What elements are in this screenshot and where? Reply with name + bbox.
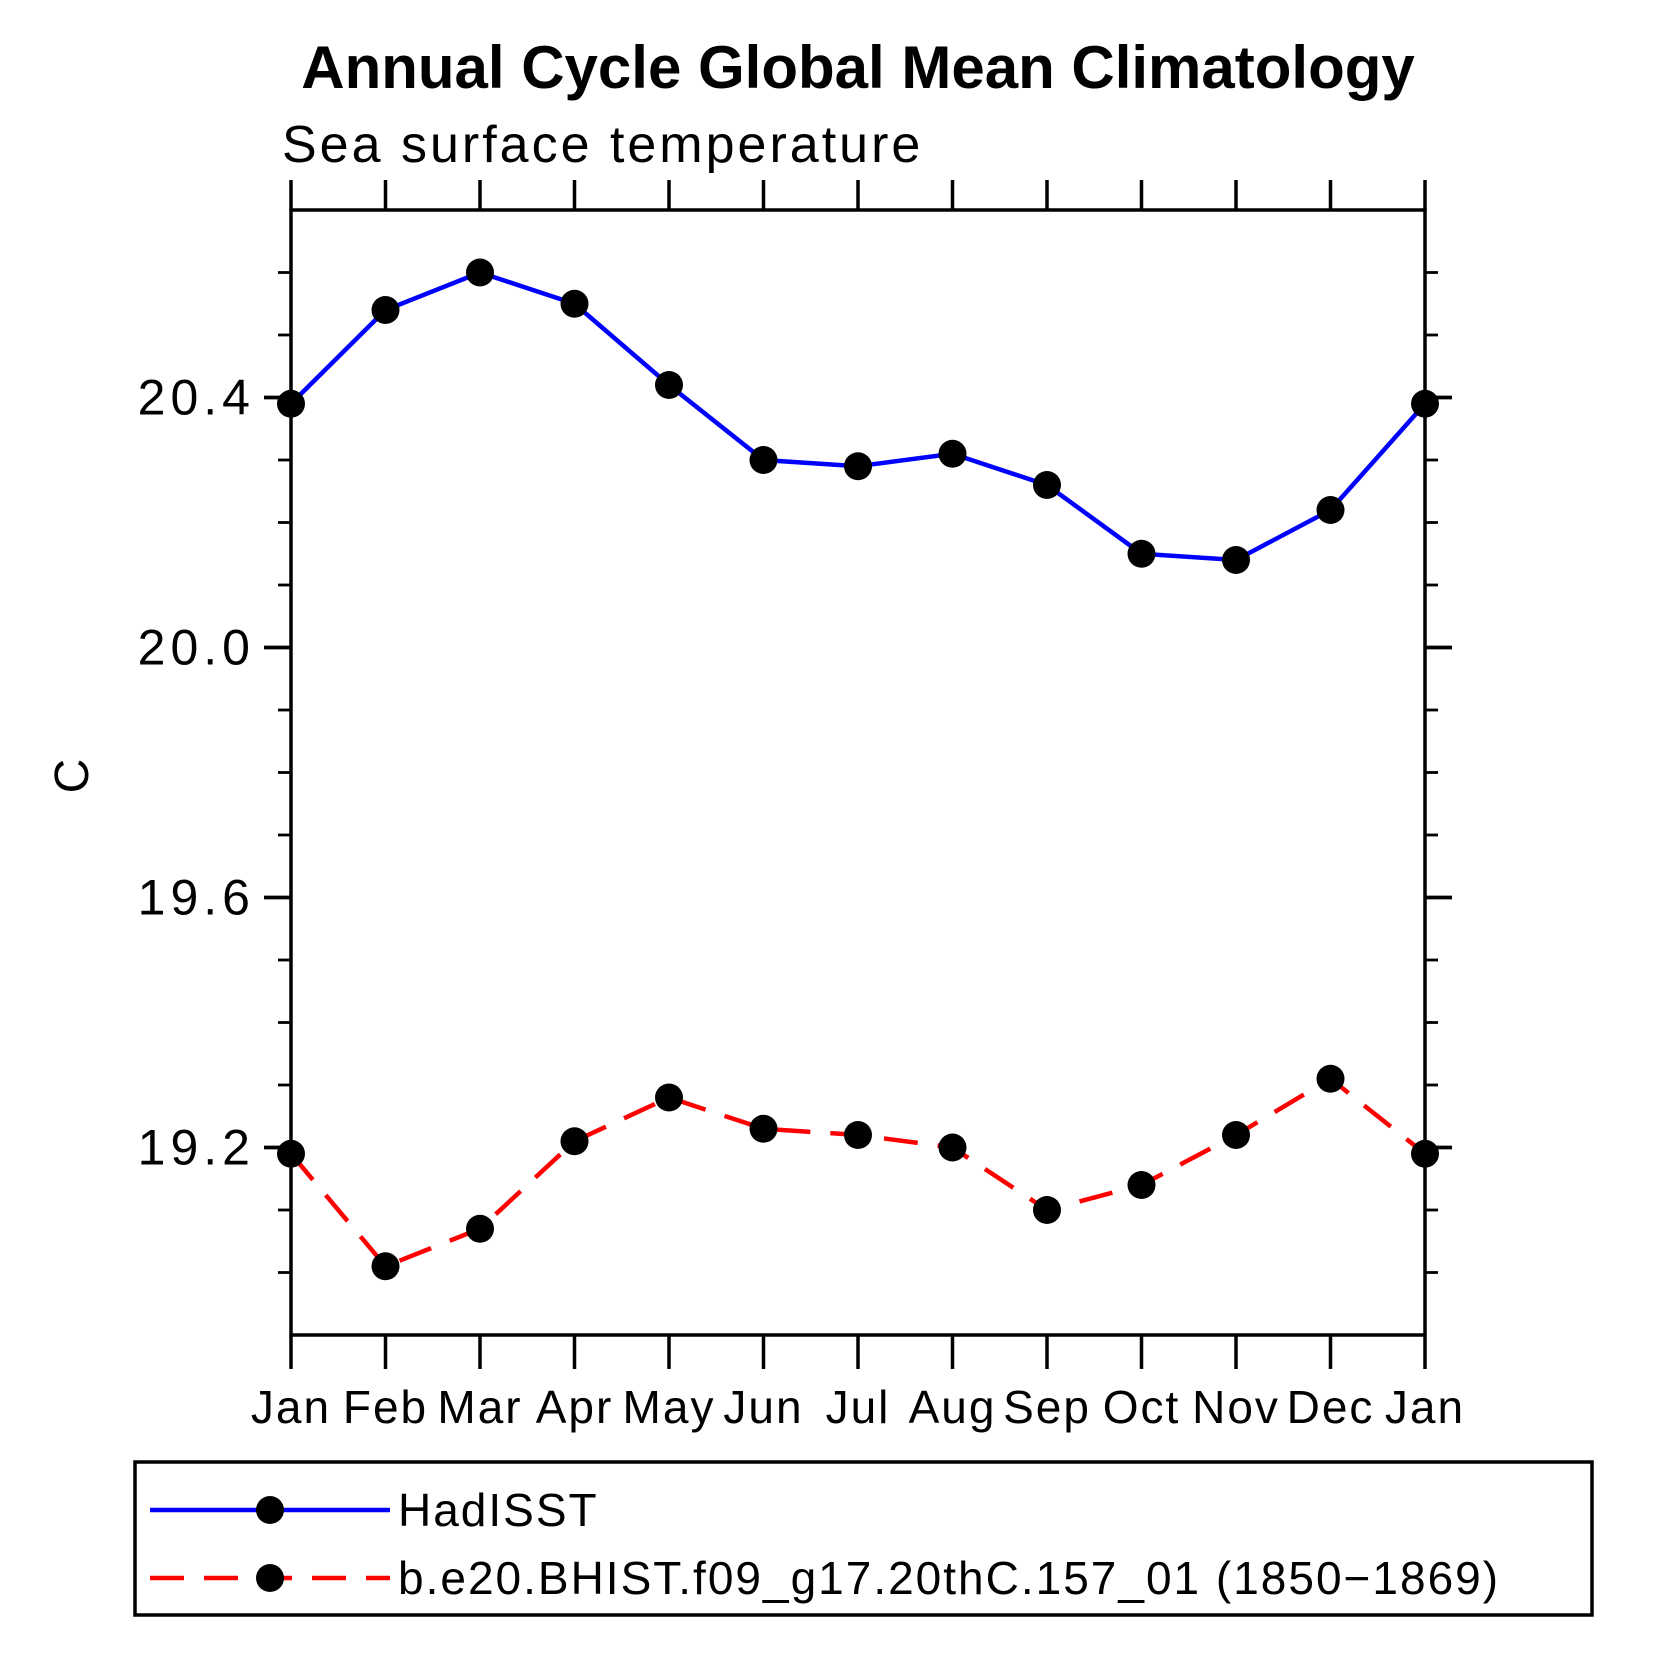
y-tick-label: 20.4 [138,370,255,426]
data-point-marker [466,258,494,287]
data-point-marker [1033,1196,1061,1224]
chart-subtitle: Sea surface temperature [282,116,923,174]
y-tick-label: 20.0 [138,620,255,676]
data-point-marker [1411,389,1439,418]
data-point-marker [938,1133,967,1162]
x-tick-label: Jan [251,1381,331,1433]
data-point-marker [749,1114,778,1143]
data-point-marker [1222,1121,1250,1149]
x-tick-label: Aug [909,1381,997,1433]
legend-marker [256,1564,284,1592]
chart-title: Annual Cycle Global Mean Climatology [301,34,1415,101]
x-tick-label: Dec [1287,1381,1375,1433]
data-point-marker [749,446,778,474]
plot-frame [289,208,1427,1337]
data-point-marker [1033,471,1061,499]
x-tick-label: Jul [826,1381,891,1433]
data-point-marker [938,439,967,468]
legend-box: HadISST b.e20.BHIST.f09_g17.20thC.157_01 … [133,1460,1594,1617]
legend-label: HadISST [398,1484,599,1536]
x-tick-label: Apr [536,1381,614,1433]
y-tick-label: 19.6 [138,870,255,926]
legend-frame [133,1460,1594,1617]
series-line-1 [289,1076,1427,1269]
x-tick-label: Mar [437,1381,522,1433]
data-point-marker [560,1127,589,1156]
data-point-marker [1222,546,1250,574]
axes-layer: Jan Feb Mar Apr May Jun Jul Aug Sep Oct Nov Dec Jan1… [138,180,1465,1433]
data-point-marker [844,452,872,481]
x-tick-label: May [623,1381,716,1433]
data-point-marker [1127,539,1156,568]
data-point-marker [277,389,305,418]
x-tick-label: Nov [1192,1381,1280,1433]
data-point-marker [844,1121,872,1149]
x-tick-label: Jun [723,1381,803,1433]
y-tick-label: 19.2 [138,1120,255,1176]
x-tick-label: Oct [1103,1381,1181,1433]
x-tick-label: Feb [343,1381,428,1433]
data-point-marker [1316,1064,1345,1093]
y-axis-unit-label: C [46,757,99,794]
x-tick-label: Jan [1385,1381,1465,1433]
data-point-marker [371,296,400,324]
data-point-marker [655,371,683,399]
data-point-marker [1316,496,1345,524]
series-line-0 [289,270,1427,563]
series-layer [277,258,1439,1281]
data-point-marker [277,1139,305,1168]
data-point-marker [371,1252,400,1281]
legend-label: b.e20.BHIST.f09_g17.20thC.157_01 (1850−1… [398,1552,1500,1604]
data-point-marker [560,289,589,318]
data-point-marker [1127,1171,1156,1199]
data-point-marker [1411,1139,1439,1168]
data-point-marker [655,1083,683,1112]
data-point-marker [466,1214,494,1243]
x-tick-label: Sep [1003,1381,1091,1433]
legend-marker [256,1496,284,1524]
